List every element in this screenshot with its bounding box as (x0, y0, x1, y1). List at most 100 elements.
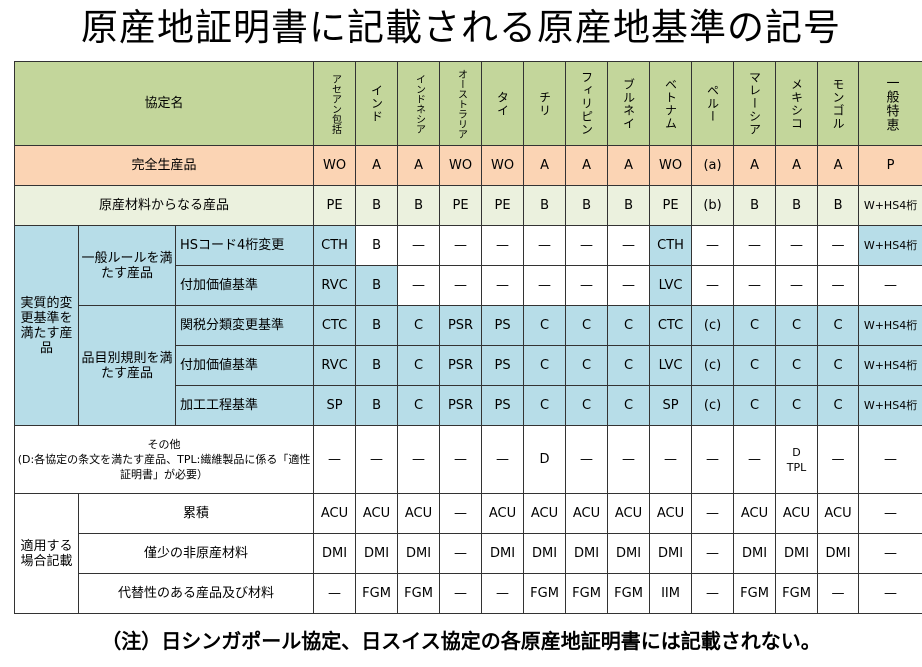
value-cell: DMI (775, 533, 819, 574)
value-cell: FGM (355, 573, 399, 614)
value-cell: CTH (313, 225, 357, 266)
value-cell: — (817, 425, 860, 494)
agreement-header: インドネシア (397, 61, 441, 146)
value-cell: P (858, 145, 922, 186)
agreement-label: 協定名 (13, 61, 315, 146)
value-cell: DMI (649, 533, 693, 574)
agreement-header: モンゴル (817, 61, 860, 146)
value-cell: DMI (481, 533, 525, 574)
row-label: 累積 (77, 493, 315, 534)
value-cell: B (355, 185, 399, 226)
agreement-name: 一般特恵 (883, 75, 899, 132)
value-cell: B (733, 185, 777, 226)
value-cell: FGM (397, 573, 441, 614)
value-cell: — (607, 265, 651, 306)
value-cell: — (775, 265, 819, 306)
value-cell: C (775, 345, 819, 386)
value-cell: — (439, 573, 483, 614)
value-cell: — (817, 573, 860, 614)
value-cell: D TPL (775, 425, 819, 494)
value-cell: C (397, 345, 441, 386)
value-cell: SP (649, 385, 693, 426)
row-de-minimis: 僅少の非原産材料 DMI DMI DMI — DMI DMI DMI DMI DMI — DMI DM… (15, 533, 922, 574)
value-cell: A (817, 145, 860, 186)
row-subgroup-label: 一般ルールを満たす産品 (78, 225, 176, 306)
value-cell: PS (481, 305, 525, 346)
value-cell: (c) (691, 305, 735, 346)
value-cell: PE (481, 185, 525, 226)
agreement-name: インド (369, 84, 384, 123)
value-cell: — (607, 425, 651, 494)
origin-criteria-table: 協定名 アセアン包括 インド インドネシア オーストラリア タイ チリ フィリピ… (13, 61, 922, 614)
value-cell: W+HS4桁 (858, 185, 922, 226)
value-cell: A (607, 145, 651, 186)
value-cell: — (565, 225, 609, 266)
value-cell: — (691, 533, 735, 574)
value-cell: C (607, 385, 651, 426)
value-cell: — (565, 265, 609, 306)
value-cell: DMI (313, 533, 357, 574)
value-cell: DMI (355, 533, 399, 574)
value-cell: — (523, 265, 567, 306)
value-cell: D (523, 425, 567, 494)
value-cell: ACU (565, 493, 609, 534)
agreement-name: チリ (537, 90, 552, 117)
value-cell: DMI (733, 533, 777, 574)
value-cell: RVC (313, 345, 357, 386)
value-cell: PSR (439, 305, 483, 346)
value-cell: — (397, 265, 441, 306)
value-cell: IIM (649, 573, 693, 614)
value-cell: C (775, 305, 819, 346)
agreement-header: チリ (523, 61, 567, 146)
agreement-name: ブルネイ (621, 77, 636, 130)
value-cell: — (481, 225, 525, 266)
value-cell: — (313, 573, 357, 614)
value-cell: C (733, 385, 777, 426)
value-cell: A (733, 145, 777, 186)
value-cell: B (355, 265, 399, 306)
value-cell: B (355, 385, 399, 426)
value-cell: DMI (817, 533, 860, 574)
agreement-name: フィリピン (579, 71, 594, 136)
row-other: その他 (D:各協定の条文を満たす産品、TPL:繊維製品に係る「適性証明書」が必… (13, 425, 922, 494)
value-cell: SP (313, 385, 357, 426)
value-cell: FGM (733, 573, 777, 614)
value-cell: — (481, 573, 525, 614)
value-cell: C (523, 305, 567, 346)
value-cell: ACU (649, 493, 693, 534)
footnote: （注）日シンガポール協定、日スイス協定の各原産地証明書には記載されない。 (101, 629, 821, 653)
value-cell: C (397, 385, 441, 426)
value-cell: CTH (649, 225, 693, 266)
value-cell: PE (313, 185, 357, 226)
value-cell: A (775, 145, 819, 186)
value-cell: A (565, 145, 609, 186)
value-cell: C (607, 305, 651, 346)
value-cell: FGM (523, 573, 567, 614)
value-cell: — (858, 573, 922, 614)
value-cell: — (691, 265, 735, 306)
value-cell: — (439, 493, 483, 534)
agreement-name: マレーシア (747, 71, 762, 136)
row-label: 僅少の非原産材料 (77, 533, 315, 574)
value-cell: PS (481, 385, 525, 426)
row-label: 付加価値基準 (174, 345, 315, 386)
value-cell: C (607, 345, 651, 386)
agreement-header: インド (355, 61, 399, 146)
row-cumulation: 適用する場合記載 累積 ACU ACU ACU — ACU ACU ACU ACU ACU — AC… (14, 493, 922, 614)
value-cell: PSR (439, 345, 483, 386)
row-tariff-change: 品目別規則を満たす産品 関税分類変更基準 CTC B C PSR PS C C C CTC (c)… (15, 305, 922, 426)
value-cell: C (523, 345, 567, 386)
value-cell: — (733, 265, 777, 306)
value-cell: C (565, 385, 609, 426)
value-cell: ACU (481, 493, 525, 534)
value-cell: — (523, 225, 567, 266)
value-cell: DMI (523, 533, 567, 574)
value-cell: — (858, 265, 922, 306)
value-cell: — (397, 225, 441, 266)
value-cell: W+HS4桁 (858, 385, 922, 426)
value-cell: — (439, 225, 483, 266)
row-wholly-obtained: 完全生産品 WO A A WO WO A A A WO (a) A A A P (13, 145, 922, 186)
agreement-header: ベトナム (649, 61, 693, 146)
value-cell: A (397, 145, 441, 186)
value-cell: B (775, 185, 819, 226)
